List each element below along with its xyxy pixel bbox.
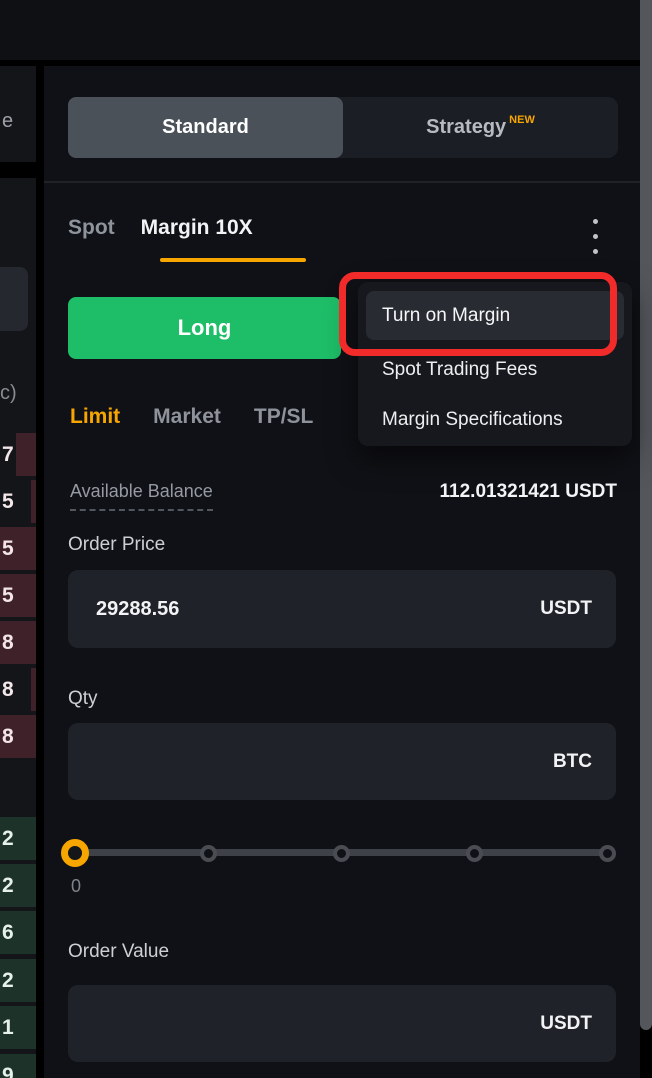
tab-margin-10x[interactable]: Margin 10X: [140, 216, 253, 239]
orderbook-ask-row[interactable]: 7: [0, 433, 36, 476]
tab-standard[interactable]: Standard: [68, 97, 343, 158]
order-value-unit: USDT: [540, 1012, 592, 1034]
tab-tpsl[interactable]: TP/SL: [253, 405, 314, 428]
strip-divider: [0, 162, 36, 178]
depth-bar: [30, 668, 36, 711]
more-options-icon[interactable]: [593, 219, 598, 254]
orderbook-bid-row[interactable]: 6: [0, 911, 36, 954]
orderbook-bid-row[interactable]: 2: [0, 959, 36, 1002]
depth-bar: [0, 817, 36, 860]
ask-price-digit: 5: [2, 584, 14, 607]
bid-price-digit: 9: [2, 1064, 14, 1078]
tab-spot[interactable]: Spot: [68, 216, 115, 239]
market-tab-bar: Spot Margin 10X: [68, 214, 253, 242]
depth-bar: [0, 911, 36, 954]
bid-price-digit: 6: [2, 921, 14, 944]
menu-item-turn-on-margin[interactable]: Turn on Margin: [366, 291, 624, 340]
available-balance-label[interactable]: Available Balance: [70, 481, 213, 511]
orderbook-ask-row[interactable]: 5: [0, 480, 36, 523]
orderbook-edge-strip: e c) 7 5 5 5 8 8 8 2 2 6 2 1 9: [0, 66, 36, 1078]
order-value-field: USDT: [68, 985, 616, 1062]
order-price-field: USDT: [68, 570, 616, 648]
ask-price-digit: 5: [2, 537, 14, 560]
tab-strategy-label: Strategy: [426, 116, 507, 138]
qty-field: BTC: [68, 723, 616, 800]
ask-price-digit: 8: [2, 631, 14, 654]
tab-strategy[interactable]: Strategy NEW: [343, 97, 618, 158]
bid-price-digit: 2: [2, 874, 14, 897]
orderbook-ask-row[interactable]: 5: [0, 574, 36, 617]
cut-off-button[interactable]: [0, 267, 28, 331]
menu-item-margin-specifications[interactable]: Margin Specifications: [382, 409, 563, 430]
qty-unit: BTC: [552, 750, 592, 772]
slider-tick-75[interactable]: [466, 845, 483, 862]
orderbook-bid-row[interactable]: 2: [0, 817, 36, 860]
context-menu: Turn on Margin Spot Trading Fees Margin …: [358, 282, 632, 446]
orderbook-bid-row[interactable]: 9: [0, 1054, 36, 1078]
order-value-label: Order Value: [68, 941, 170, 962]
bid-price-digit: 1: [2, 1016, 14, 1039]
depth-bar: [0, 574, 36, 617]
order-price-label: Order Price: [68, 534, 166, 555]
depth-bar: [16, 433, 36, 476]
tab-limit[interactable]: Limit: [70, 405, 121, 428]
mode-tab-bar: Standard Strategy NEW: [68, 97, 618, 158]
depth-bar: [0, 621, 36, 664]
cut-off-unit-label: c): [0, 382, 17, 404]
available-balance-value: 112.01321421 USDT: [439, 481, 617, 502]
order-type-tab-bar: Limit Market TP/SL: [70, 404, 313, 430]
slider-handle[interactable]: [61, 839, 89, 867]
new-badge: NEW: [509, 113, 535, 126]
active-tab-underline: [160, 258, 306, 262]
menu-item-spot-trading-fees[interactable]: Spot Trading Fees: [382, 359, 538, 380]
depth-bar: [0, 1006, 36, 1049]
orderbook-bid-row[interactable]: 2: [0, 864, 36, 907]
bid-price-digit: 2: [2, 969, 14, 992]
orderbook-ask-row[interactable]: 8: [0, 621, 36, 664]
tab-market[interactable]: Market: [153, 405, 221, 428]
ask-price-digit: 7: [2, 443, 14, 466]
ask-price-digit: 8: [2, 678, 14, 701]
orderbook-ask-row[interactable]: 8: [0, 668, 36, 711]
bid-price-digit: 2: [2, 827, 14, 850]
ask-price-digit: 8: [2, 725, 14, 748]
slider-tick-100[interactable]: [599, 845, 616, 862]
slider-tick-25[interactable]: [200, 845, 217, 862]
section-divider: [44, 181, 652, 183]
cut-off-header-text: e: [2, 110, 14, 132]
depth-bar: [30, 480, 36, 523]
orderbook-ask-row[interactable]: 5: [0, 527, 36, 570]
depth-bar: [0, 959, 36, 1002]
orderbook-ask-row[interactable]: 8: [0, 715, 36, 758]
qty-label: Qty: [68, 688, 98, 709]
slider-tick-50[interactable]: [333, 845, 350, 862]
long-button[interactable]: Long: [68, 297, 341, 359]
scrollbar-thumb[interactable]: [640, 0, 652, 1030]
order-value-input[interactable]: [96, 985, 526, 1062]
order-price-input[interactable]: [96, 570, 526, 648]
depth-bar: [0, 715, 36, 758]
ask-price-digit: 5: [2, 490, 14, 513]
orderbook-bid-row[interactable]: 1: [0, 1006, 36, 1049]
slider-min-label: 0: [71, 876, 82, 896]
qty-input[interactable]: [96, 723, 526, 800]
depth-bar: [0, 527, 36, 570]
order-price-unit: USDT: [540, 598, 592, 619]
depth-bar: [0, 864, 36, 907]
top-bar: [0, 0, 652, 60]
depth-bar: [0, 1054, 36, 1078]
